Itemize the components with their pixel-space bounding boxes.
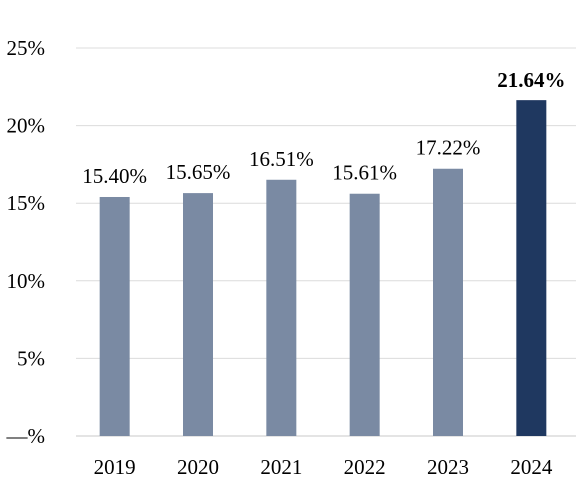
bar-2019	[99, 196, 130, 436]
bar-2024	[516, 100, 547, 436]
x-tick-label: 2023	[427, 455, 469, 479]
bars	[99, 100, 547, 436]
data-label-2020: 15.65%	[166, 160, 231, 184]
x-tick-label: 2020	[177, 455, 219, 479]
bar-2021	[266, 179, 297, 436]
bar-2023	[433, 168, 463, 436]
bar-2022	[349, 193, 380, 436]
data-label-2019: 15.40%	[82, 164, 147, 188]
y-tick-label: 10%	[7, 269, 46, 293]
x-tick-label: 2021	[260, 455, 302, 479]
y-tick-label: 15%	[7, 191, 46, 215]
gridlines	[76, 47, 576, 437]
data-label-2022: 15.61%	[332, 161, 397, 185]
y-tick-label: 5%	[17, 346, 45, 370]
data-label-2023: 17.22%	[416, 136, 481, 160]
data-label-2021: 16.51%	[249, 147, 314, 171]
x-axis: 2019 2020 2021 2022 2023 2024	[94, 455, 553, 479]
y-axis: —% 5% 10% 15% 20% 25%	[6, 36, 46, 448]
x-tick-label: 2024	[510, 455, 553, 479]
y-tick-label: —%	[6, 424, 46, 448]
x-tick-label: 2019	[94, 455, 136, 479]
data-labels: 15.40% 15.65% 16.51% 15.61% 17.22% 21.64%	[82, 68, 565, 188]
bar-2020	[183, 193, 213, 436]
data-label-2024: 21.64%	[497, 68, 565, 92]
y-tick-label: 25%	[7, 36, 46, 60]
y-tick-label: 20%	[7, 114, 46, 138]
x-tick-label: 2022	[344, 455, 386, 479]
